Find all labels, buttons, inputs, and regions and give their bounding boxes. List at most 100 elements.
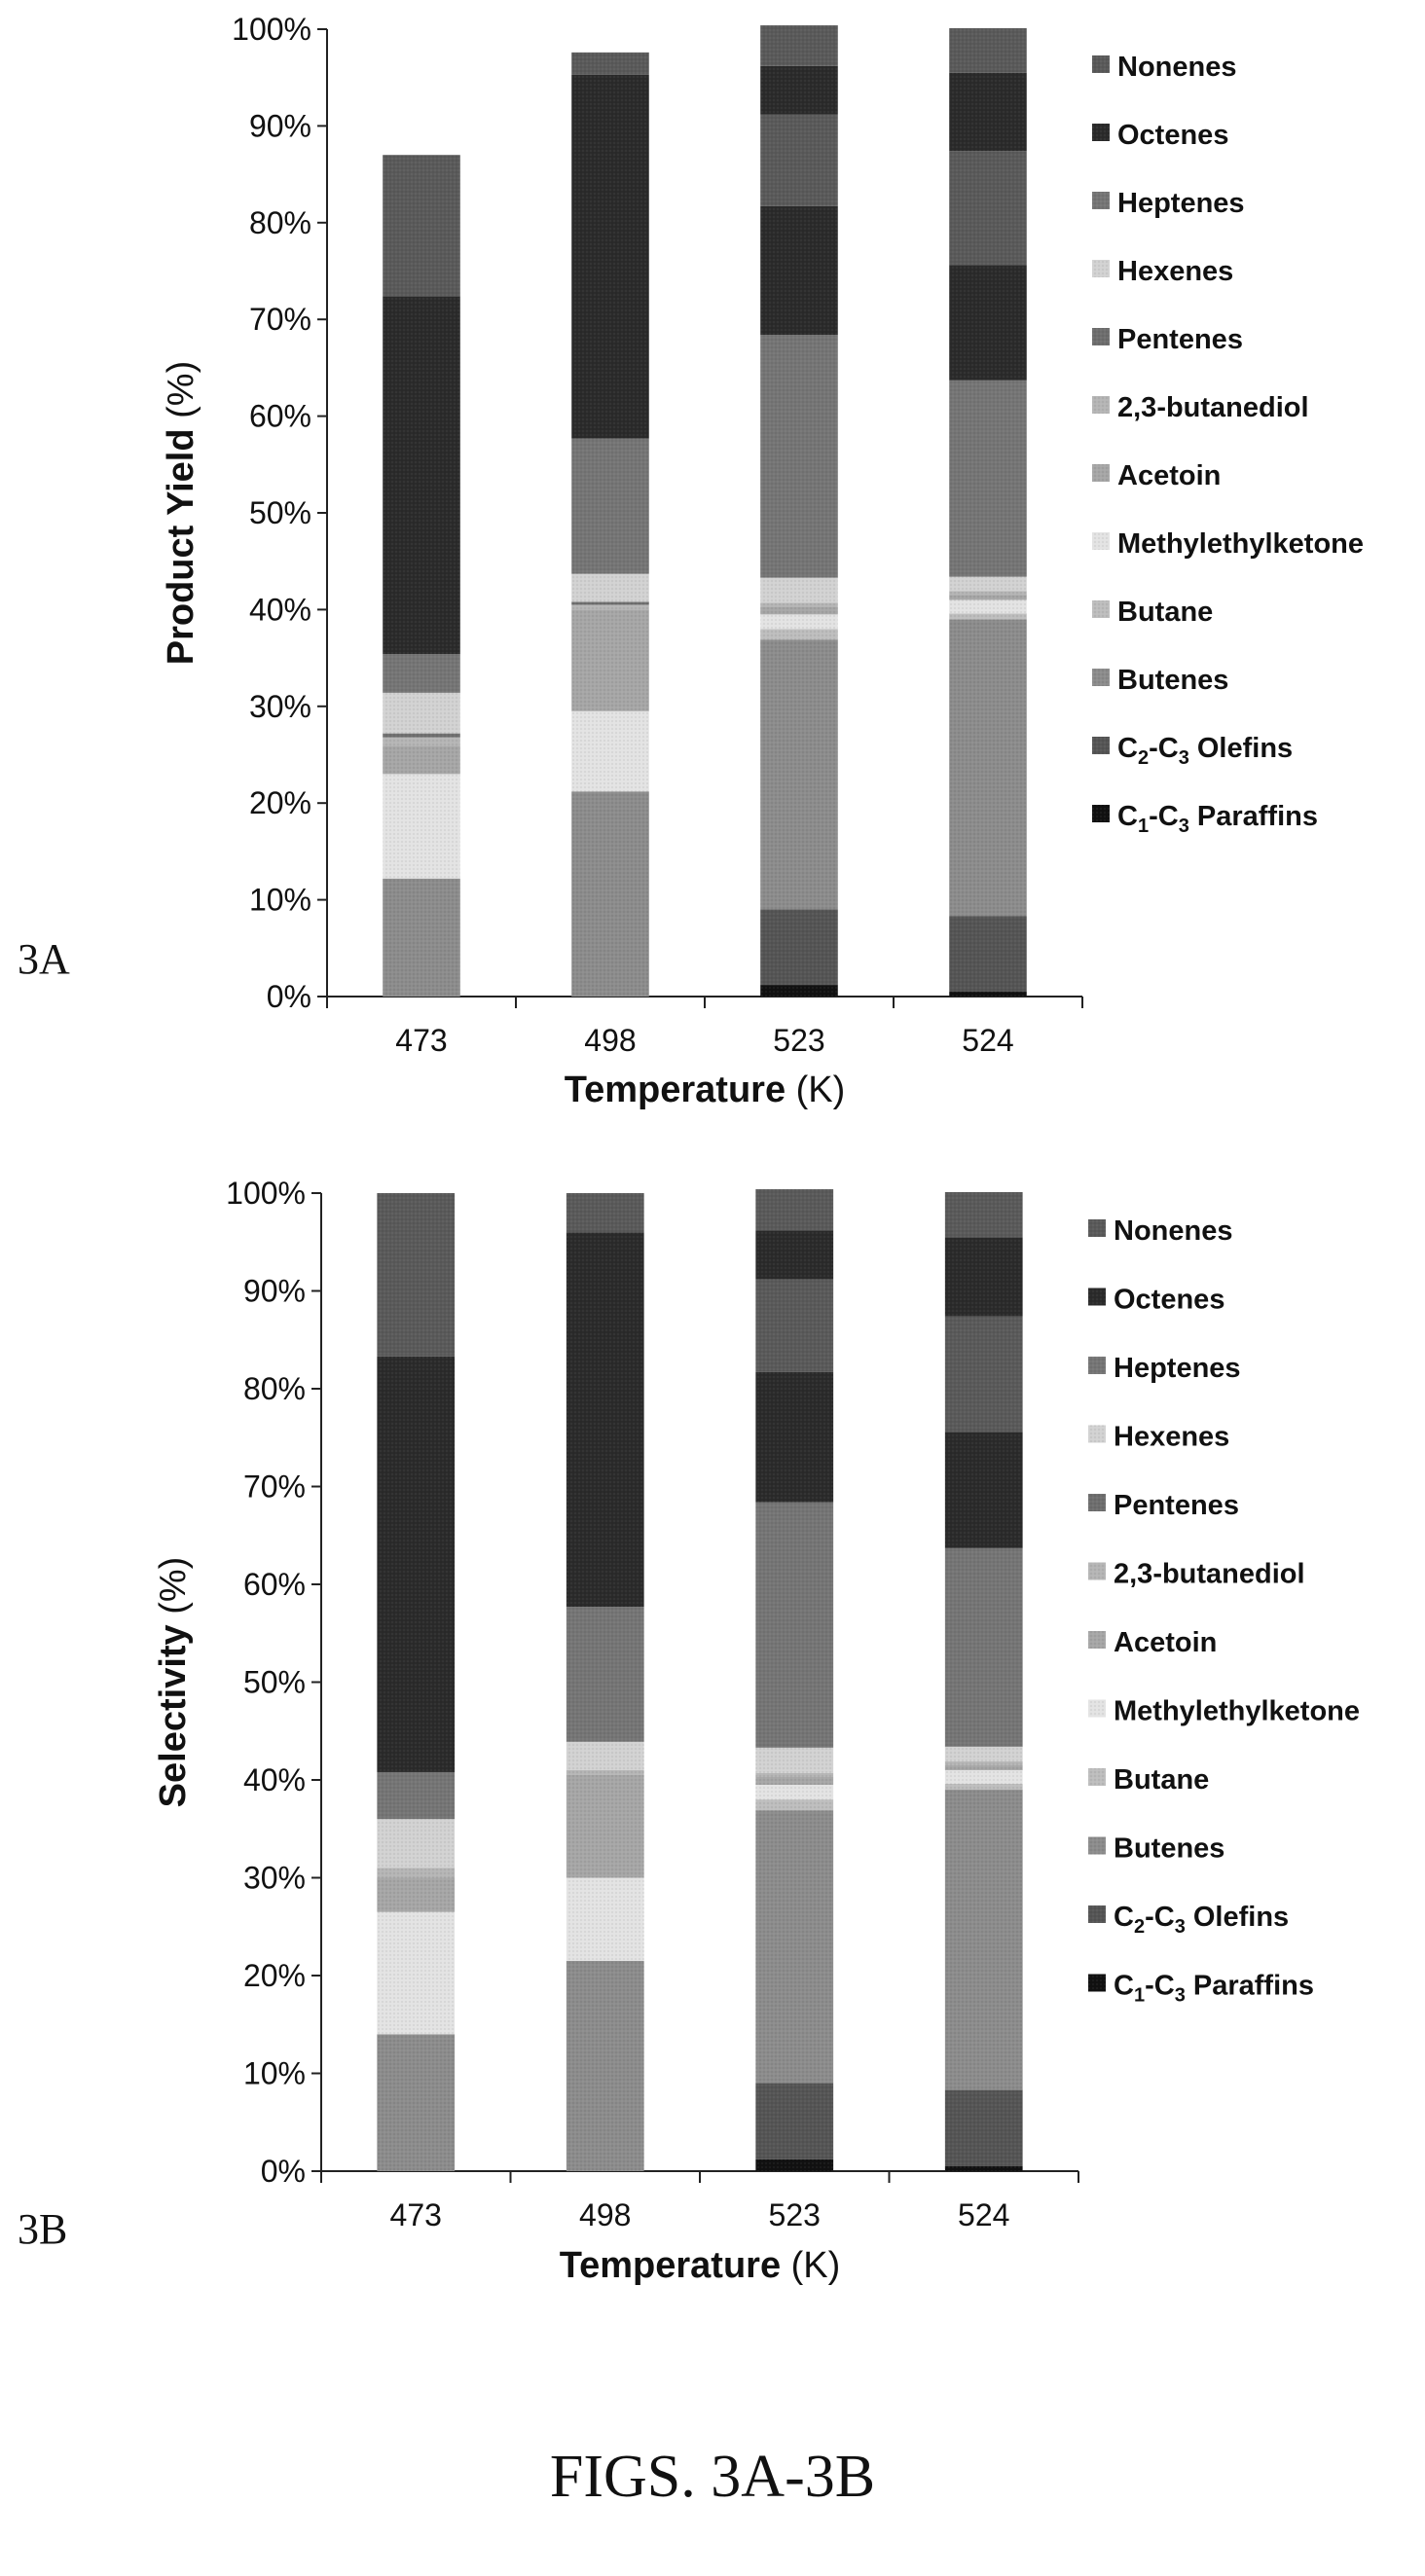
bar-segment-texture bbox=[944, 1769, 1023, 1785]
y-tick-label: 30% bbox=[249, 689, 311, 724]
bar-segment-texture bbox=[377, 1877, 456, 1912]
y-axis-title: Product Yield (%) bbox=[161, 361, 201, 666]
bar-segment-texture bbox=[571, 710, 649, 792]
panel-label-3b: 3B bbox=[18, 2205, 67, 2253]
bar-segment-texture bbox=[944, 1764, 1023, 1770]
bar-segment-texture bbox=[377, 1819, 456, 1869]
legend-entry-label: C1-C3 Paraffins bbox=[1114, 1971, 1314, 2007]
bar-segment-texture bbox=[377, 2034, 456, 2171]
bar-segment-texture bbox=[944, 2165, 1023, 2171]
legend-swatch-texture bbox=[1092, 669, 1110, 686]
legend-swatch-texture bbox=[1092, 464, 1110, 482]
y-tick-label: 50% bbox=[243, 1665, 306, 1700]
bar-segment-texture bbox=[755, 1785, 834, 1800]
bar-segment-texture bbox=[760, 577, 838, 603]
y-tick-label: 90% bbox=[243, 1274, 306, 1309]
legend-entry-label: Methylethylketone bbox=[1117, 528, 1364, 560]
y-tick-label: 40% bbox=[249, 592, 311, 627]
chart-3a: 0% 10% 20% 30% 40% 50% 60% 70% 80% 90% 100% 473 498 5… bbox=[161, 12, 1364, 1110]
bar-segment-texture bbox=[944, 2089, 1023, 2166]
bar-segment-texture bbox=[571, 74, 649, 439]
bar-segment-texture bbox=[383, 737, 460, 746]
bar-segment-texture bbox=[944, 1432, 1023, 1548]
x-tick-label: 473 bbox=[390, 2197, 442, 2232]
x-tick-label: 524 bbox=[962, 1023, 1013, 1058]
legend-entry-label: C2-C3 Olefins bbox=[1114, 1902, 1289, 1938]
chart-3b: 0% 10% 20% 30% 40% 50% 60% 70% 80% 90% 100% 473 498 5… bbox=[153, 1176, 1360, 2286]
bar-segment-texture bbox=[377, 1193, 456, 1357]
x-tick-label: 498 bbox=[584, 1023, 636, 1058]
bar-segment-texture bbox=[571, 52, 649, 75]
bar-segment-texture bbox=[566, 1877, 644, 1961]
legend-swatch-texture bbox=[1092, 396, 1110, 414]
legend-swatch-texture bbox=[1088, 1905, 1106, 1923]
bar-segment-texture bbox=[571, 573, 649, 602]
y-tick-label: 50% bbox=[249, 495, 311, 530]
legend-swatch-texture bbox=[1092, 532, 1110, 550]
bar-segment-texture bbox=[949, 992, 1027, 997]
bar-segment-texture bbox=[566, 1232, 644, 1608]
bar-segment-texture bbox=[760, 335, 838, 578]
bar-segment-texture bbox=[755, 1371, 834, 1503]
bar-segment-texture bbox=[755, 1502, 834, 1748]
legend-entry-label: Acetoin bbox=[1114, 1627, 1217, 1658]
legend-entry-label: Hexenes bbox=[1114, 1422, 1229, 1453]
bar-segment-texture bbox=[949, 916, 1027, 993]
bar-segment-texture bbox=[755, 1230, 834, 1280]
bar-segment-texture bbox=[949, 591, 1027, 596]
bar-segment-texture bbox=[571, 438, 649, 574]
legend-entry-label: Nonenes bbox=[1114, 1215, 1232, 1247]
bar-segment-texture bbox=[383, 733, 460, 738]
x-tick-label: 524 bbox=[958, 2197, 1009, 2232]
bar-segment-texture bbox=[760, 602, 838, 607]
legend-swatch-texture bbox=[1088, 1699, 1106, 1718]
bar-segment-texture bbox=[571, 601, 649, 605]
legend-entry-label: Octenes bbox=[1114, 1285, 1224, 1316]
bar-segment-texture bbox=[949, 28, 1027, 73]
bar-segment-texture bbox=[944, 1191, 1023, 1238]
bar-segment-texture bbox=[755, 1279, 834, 1372]
panel-label-3a: 3A bbox=[18, 935, 70, 983]
y-tick-label: 20% bbox=[243, 1958, 306, 1993]
y-tick-label: 0% bbox=[267, 979, 311, 1014]
y-tick-label: 40% bbox=[243, 1762, 306, 1797]
legend-swatch-texture bbox=[1088, 1836, 1106, 1855]
legend-entry-label: Nonenes bbox=[1117, 52, 1236, 83]
legend-entry-label: Heptenes bbox=[1114, 1353, 1241, 1384]
legend-swatch-texture bbox=[1092, 737, 1110, 754]
y-tick-label: 70% bbox=[243, 1469, 306, 1505]
bar-segment-texture bbox=[755, 1776, 834, 1786]
legend-entry-label: Butenes bbox=[1114, 1833, 1224, 1865]
legend-entry-label: C1-C3 Paraffins bbox=[1117, 801, 1318, 837]
legend-entry-label: C2-C3 Olefins bbox=[1117, 733, 1293, 769]
bar-segment-texture bbox=[566, 1960, 644, 2171]
y-tick-label: 100% bbox=[226, 1176, 306, 1211]
bar-segment-texture bbox=[949, 576, 1027, 592]
legend-entry-label: Butenes bbox=[1117, 665, 1228, 696]
bar-segment-texture bbox=[944, 1784, 1023, 1791]
y-tick-label: 30% bbox=[243, 1861, 306, 1896]
bar-segment-texture bbox=[760, 114, 838, 206]
x-tick-label: 498 bbox=[579, 2197, 631, 2232]
y-tick-label: 20% bbox=[249, 785, 311, 820]
bar-segment-texture bbox=[755, 1810, 834, 2084]
bar-segment-texture bbox=[760, 65, 838, 115]
x-tick-label: 523 bbox=[773, 1023, 824, 1058]
bar-segment-texture bbox=[949, 613, 1027, 620]
bar-segment-texture bbox=[383, 774, 460, 879]
bar-segment-texture bbox=[377, 1771, 456, 1820]
bar-segment-texture bbox=[949, 619, 1027, 917]
legend-swatch-texture bbox=[1088, 1357, 1106, 1374]
legend-entry-label: Acetoin bbox=[1117, 460, 1221, 491]
bar-segment-texture bbox=[949, 265, 1027, 381]
bar-segment-texture bbox=[760, 985, 838, 997]
bar-segment-texture bbox=[377, 1911, 456, 2035]
bar-segment-texture bbox=[566, 1607, 644, 1742]
legend-swatch-texture bbox=[1088, 1288, 1106, 1306]
bar-segment-texture bbox=[755, 1799, 834, 1811]
figure-caption: FIGS. 3A-3B bbox=[550, 2444, 875, 2510]
legend-entry-label: Pentenes bbox=[1117, 324, 1243, 355]
bar-segment-texture bbox=[760, 639, 838, 910]
legend-entry-label: 2,3-butanediol bbox=[1117, 392, 1309, 423]
